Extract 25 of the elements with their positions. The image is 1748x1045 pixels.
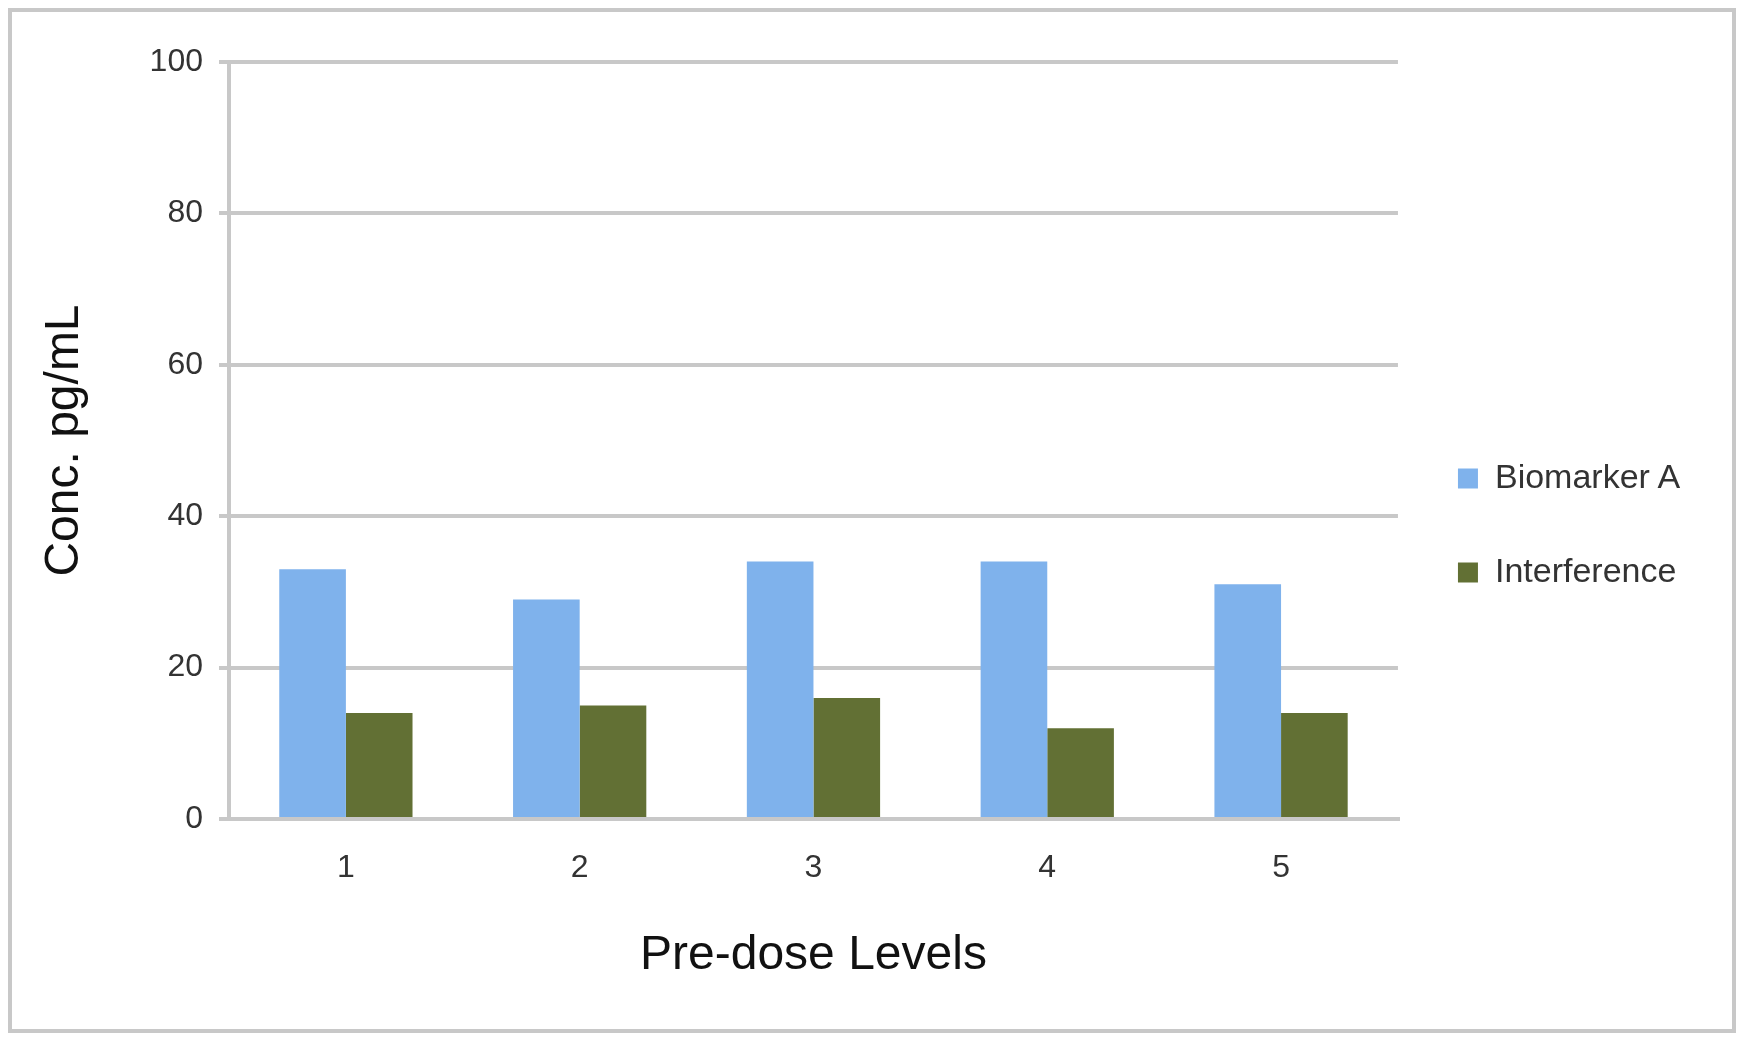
bar	[980, 561, 1048, 817]
y-tick-label: 0	[185, 798, 203, 835]
bar	[579, 705, 647, 817]
x-tick-label: 4	[1038, 848, 1057, 885]
x-axis-title: Pre-dose Levels	[640, 926, 987, 980]
y-tick-label: 20	[167, 647, 203, 684]
y-tick-label: 40	[167, 496, 203, 533]
bar	[1047, 728, 1114, 817]
bar	[813, 697, 881, 817]
y-tick-label: 80	[167, 193, 203, 230]
bar	[1214, 584, 1282, 817]
y-axis-title: Conc. pg/mL	[35, 304, 89, 577]
y-tick-label: 100	[149, 41, 203, 78]
bar	[345, 713, 413, 817]
legend-label: Interference	[1494, 550, 1677, 589]
bar	[746, 561, 814, 817]
x-tick-label: 3	[804, 848, 823, 885]
x-tick-label: 1	[336, 848, 355, 885]
bar	[513, 599, 580, 817]
y-tick-label: 60	[167, 344, 203, 381]
x-tick-label: 2	[570, 848, 589, 885]
bar	[279, 569, 346, 817]
x-tick-label: 5	[1272, 848, 1290, 885]
legend-label: Biomarker A	[1494, 456, 1681, 495]
bar	[1281, 713, 1348, 817]
